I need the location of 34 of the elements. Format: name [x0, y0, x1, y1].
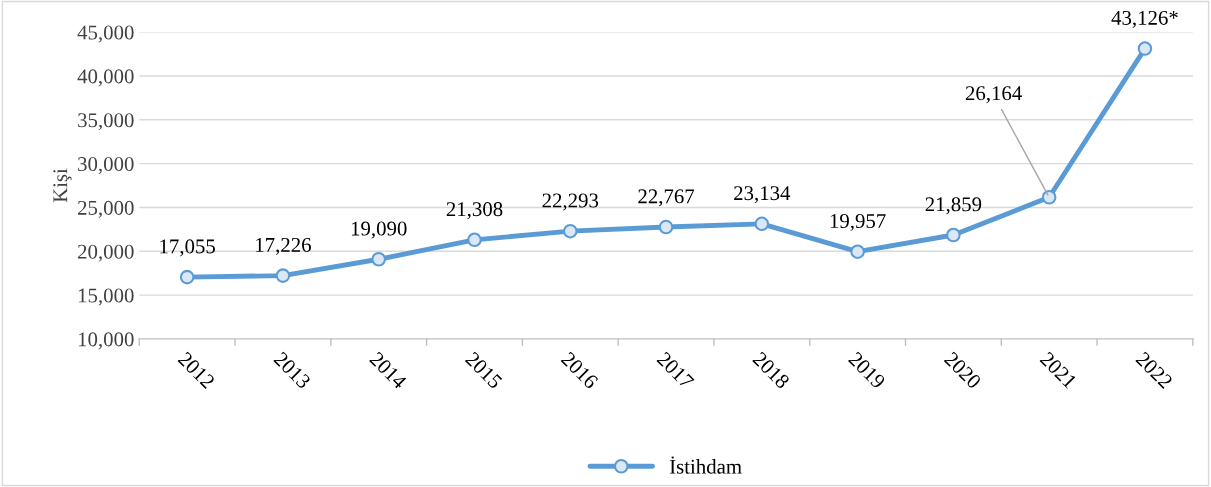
point — [658, 219, 674, 235]
point — [562, 223, 578, 239]
y-tick-label: 35,000 — [78, 113, 134, 131]
data-label: 23,134 — [734, 186, 791, 204]
y-tick-label: 30,000 — [78, 157, 134, 175]
y-axis-title: Kişi — [53, 168, 72, 203]
point — [371, 251, 386, 267]
point — [275, 268, 291, 283]
x-tick-label: 2017 — [656, 351, 695, 390]
data-label: 26,164 — [965, 86, 1022, 104]
data-label: 21,308 — [446, 202, 503, 220]
data-label: 21,859 — [925, 197, 982, 215]
x-tick-label: 2019 — [847, 351, 887, 390]
point — [946, 227, 961, 243]
y-tick-label: 25,000 — [78, 200, 134, 218]
y-tick-label: 45,000 — [77, 25, 134, 43]
data-label: 17,226 — [256, 237, 311, 255]
point — [1137, 41, 1153, 56]
point — [754, 216, 770, 232]
data-label: 43,126* — [1111, 10, 1178, 28]
data-label: 17,055 — [160, 239, 215, 257]
point — [179, 269, 195, 285]
point — [850, 244, 865, 259]
point — [467, 232, 482, 248]
y-tick-label: 10,000 — [78, 332, 134, 350]
legend-label: İstihdam — [669, 456, 742, 474]
data-label: 22,767 — [638, 189, 695, 207]
data-label: 22,293 — [542, 193, 599, 211]
y-tick-label: 15,000 — [78, 288, 134, 306]
y-tick-label: 20,000 — [78, 244, 134, 262]
point — [1041, 189, 1057, 205]
data-label: 19,090 — [351, 221, 407, 239]
data-label: 19,957 — [830, 213, 886, 231]
y-tick-label: 40,000 — [77, 69, 134, 87]
